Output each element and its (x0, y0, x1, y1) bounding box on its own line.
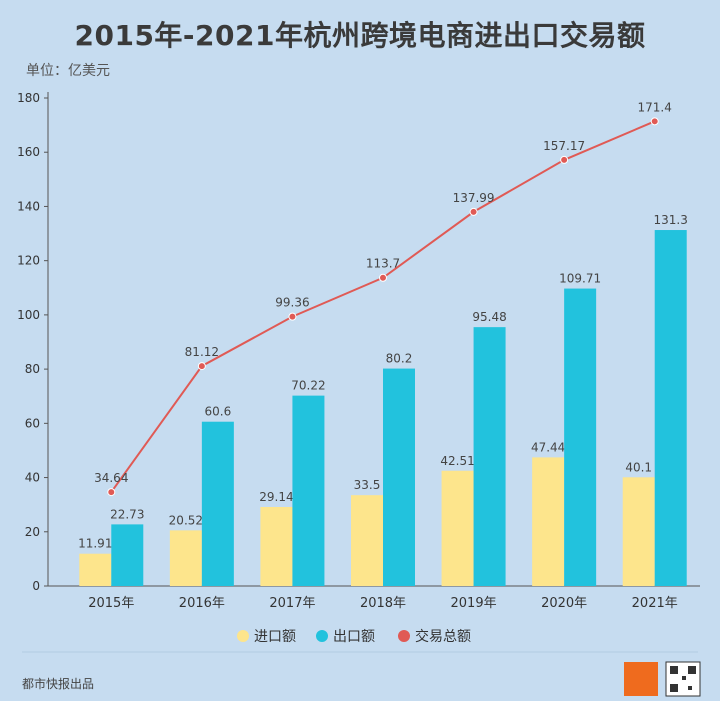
data-label: 171.4 (638, 100, 672, 114)
data-label: 47.44 (531, 440, 565, 454)
data-label: 34.64 (94, 471, 128, 485)
brand-logo-icon (624, 662, 658, 696)
x-tick-label: 2021年 (632, 596, 678, 611)
y-tick-label: 100 (17, 308, 40, 322)
total-point (288, 312, 297, 321)
data-label: 40.1 (625, 460, 652, 474)
logo-stamp (624, 661, 701, 697)
total-point (650, 117, 659, 126)
bar-import (169, 530, 202, 586)
bar-import (622, 477, 655, 586)
data-label: 29.14 (259, 490, 293, 504)
data-label: 20.52 (169, 513, 203, 527)
y-tick-label: 80 (25, 362, 40, 376)
bar-import (441, 470, 474, 586)
y-tick-label: 40 (25, 471, 40, 485)
source-credit: 都市快报出品 (22, 677, 95, 691)
legend-label: 进口额 (254, 629, 296, 645)
total-point (197, 362, 206, 371)
bar-export (473, 327, 506, 586)
bar-export (111, 524, 144, 586)
data-label: 109.71 (559, 272, 601, 286)
x-tick-label: 2017年 (269, 596, 315, 611)
y-tick-label: 120 (17, 254, 40, 268)
total-point (560, 155, 569, 164)
total-point (379, 273, 387, 282)
bar-import (532, 457, 565, 586)
data-label: 33.5 (354, 478, 381, 492)
total-point (469, 207, 478, 216)
data-label: 113.7 (366, 257, 400, 271)
legend-label: 出口额 (333, 629, 375, 645)
bar-export (564, 288, 597, 586)
y-tick-label: 140 (17, 199, 40, 213)
bar-import (260, 506, 293, 586)
legend-label: 交易总额 (415, 628, 471, 645)
legend-swatch (237, 630, 249, 642)
x-tick-label: 2020年 (541, 596, 587, 611)
y-tick-label: 160 (17, 145, 40, 159)
legend-swatch (398, 630, 410, 642)
bar-import (351, 495, 383, 586)
data-label: 80.2 (386, 352, 413, 366)
y-tick-label: 20 (25, 525, 40, 539)
bar-import (79, 553, 112, 586)
data-label: 157.17 (543, 139, 585, 153)
x-tick-label: 2015年 (88, 596, 134, 611)
chart-title: 2015年-2021年杭州跨境电商进出口交易额 (74, 19, 646, 52)
x-tick-label: 2016年 (179, 596, 225, 611)
legend: 进口额 出口额 交易总额 (22, 628, 698, 653)
data-label: 131.3 (654, 213, 688, 227)
data-label: 60.6 (204, 405, 231, 419)
data-label: 99.36 (275, 296, 309, 310)
bar-export (654, 230, 687, 586)
bar-export (383, 368, 415, 586)
marks: 11.91 20.52 29.14 33.5 42.51 47.44 40.1 22.73 60… (78, 100, 688, 586)
x-tick-label: 2019年 (451, 596, 497, 611)
y-tick-label: 180 (17, 91, 40, 105)
data-label: 95.48 (472, 310, 506, 324)
unit-label: 单位：亿美元 (26, 63, 110, 79)
data-label: 42.51 (440, 454, 474, 468)
bar-export (201, 421, 234, 586)
y-tick-label: 60 (25, 416, 40, 430)
x-tick-label: 2018年 (360, 596, 406, 611)
data-label: 81.12 (185, 345, 219, 359)
legend-swatch (316, 630, 328, 642)
total-point (107, 488, 116, 497)
data-label: 22.73 (110, 507, 144, 521)
axes: 0 20 40 60 80 100 120 140 160 180 2015年 2016年 2017年 2… (17, 91, 700, 611)
chart-svg: 0 20 40 60 80 100 120 140 160 180 2015年 2016年 2017年 2… (17, 91, 700, 653)
bar-export (292, 395, 325, 586)
data-label: 70.22 (291, 379, 325, 393)
y-tick-label: 0 (32, 579, 40, 593)
data-label: 137.99 (453, 191, 495, 205)
data-label: 11.91 (78, 537, 112, 551)
